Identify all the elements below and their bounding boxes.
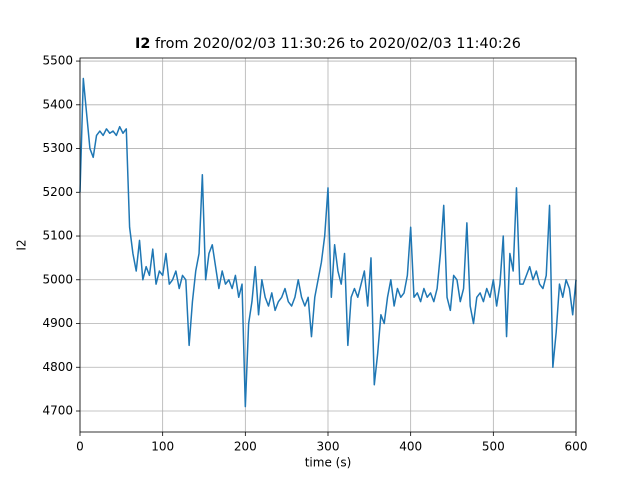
title-rest: from 2020/02/03 11:30:26 to 2020/02/03 1…: [155, 36, 521, 52]
y-tick-label: 5500: [42, 54, 73, 68]
data-line: [79, 77, 577, 408]
y-axis-label: I2: [15, 239, 29, 250]
y-tick-label: 5100: [42, 229, 73, 243]
x-tick-label: 100: [151, 440, 174, 454]
chart-title: I2 from 2020/02/03 11:30:26 to 2020/02/0…: [135, 36, 521, 52]
title-bold: I2: [135, 36, 150, 52]
y-tick-label: 4900: [42, 316, 73, 330]
x-axis-label: time (s): [305, 456, 352, 470]
plot-frame: [79, 57, 577, 433]
x-tick-label: 500: [482, 440, 505, 454]
y-tick-label: 5200: [42, 185, 73, 199]
y-tick-label: 5300: [42, 141, 73, 155]
y-tick-label: 5000: [42, 272, 73, 286]
x-tick-label: 300: [317, 440, 340, 454]
x-tick-label: 600: [565, 440, 588, 454]
y-tick-label: 5400: [42, 97, 73, 111]
x-tick-label: 200: [234, 440, 257, 454]
x-tick-label: 0: [76, 440, 84, 454]
x-tick-label: 400: [399, 440, 422, 454]
y-tick-label: 4700: [42, 404, 73, 418]
y-tick-label: 4800: [42, 360, 73, 374]
